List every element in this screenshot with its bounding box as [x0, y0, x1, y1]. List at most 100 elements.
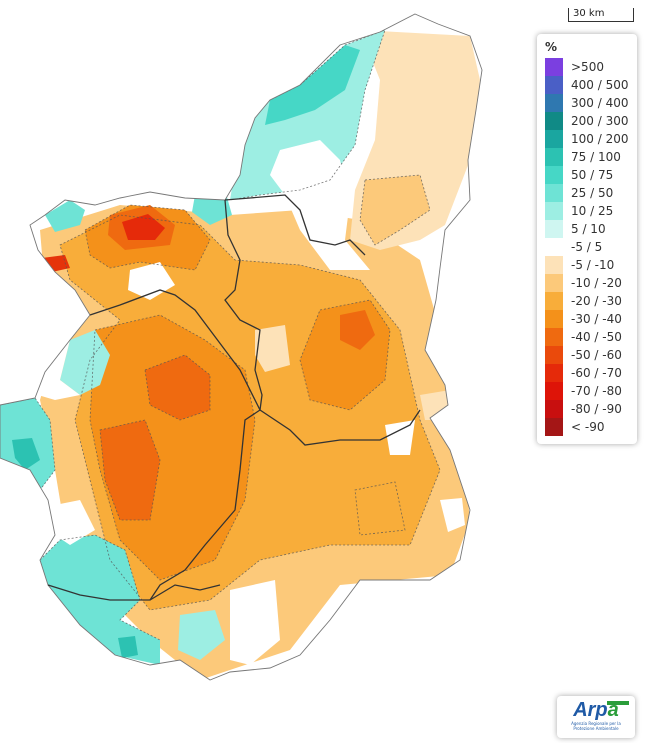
province-border-3	[89, 289, 261, 411]
zone-near-normal-southwest	[55, 500, 95, 545]
province-border-5	[259, 409, 421, 446]
legend-item: -10 / -20	[545, 274, 629, 292]
legend-label: 200 / 300	[571, 114, 629, 128]
legend-item: 200 / 300	[545, 112, 629, 130]
legend-label: -40 / -50	[571, 330, 622, 344]
zone-wet-far-nw	[45, 200, 85, 232]
legend-swatch	[545, 310, 563, 328]
province-border-2	[224, 199, 263, 411]
zone-near-normal-east	[385, 420, 415, 455]
legend-items: >500 400 / 500 300 / 400 200 / 300 100 / 200…	[545, 58, 629, 436]
legend-swatch	[545, 274, 563, 292]
legend-item: >500	[545, 58, 629, 76]
logo-subtitle: Agenzia Regionale per la Protezione Ambi…	[571, 721, 621, 731]
legend-item: < -90	[545, 418, 629, 436]
logo-ribbon	[607, 701, 629, 705]
legend-item: 400 / 500	[545, 76, 629, 94]
legend-label: 5 / 10	[571, 222, 606, 236]
logo-word: Arpa	[573, 699, 619, 721]
legend-label: >500	[571, 60, 604, 74]
province-border-1	[224, 194, 366, 256]
legend-label: < -90	[571, 420, 605, 434]
zone-wet-west-b	[60, 330, 110, 395]
zone-minus40-50	[145, 355, 210, 420]
legend-label: -5 / -10	[571, 258, 615, 272]
zone-minus40-50-c	[340, 310, 375, 350]
legend-item: -40 / -50	[545, 328, 629, 346]
zone-wet-north-b	[265, 45, 360, 125]
legend-label: 100 / 200	[571, 132, 629, 146]
legend-label: 25 / 50	[571, 186, 614, 200]
legend-item: 300 / 400	[545, 94, 629, 112]
legend-swatch	[545, 76, 563, 94]
legend-item: 10 / 25	[545, 202, 629, 220]
arpa-logo[interactable]: Arpa Agenzia Regionale per la Protezione…	[557, 696, 635, 738]
legend-swatch	[545, 220, 563, 238]
zone-minus60-70	[122, 214, 165, 240]
legend-label: -30 / -40	[571, 312, 622, 326]
legend-item: 75 / 100	[545, 148, 629, 166]
legend-item: -5 / 5	[545, 238, 629, 256]
province-border-6	[47, 584, 221, 601]
zone-minus10-20-ne	[360, 175, 430, 245]
legend-label: -50 / -60	[571, 348, 622, 362]
legend-label: -70 / -80	[571, 384, 622, 398]
legend-label: -20 / -30	[571, 294, 622, 308]
zone-minus5-10-east	[420, 390, 450, 420]
legend-swatch	[545, 256, 563, 274]
legend-swatch	[545, 94, 563, 112]
legend-label: -10 / -20	[571, 276, 622, 290]
legend-item: -70 / -80	[545, 382, 629, 400]
legend-item: 100 / 200	[545, 130, 629, 148]
legend-item: -5 / -10	[545, 256, 629, 274]
legend-swatch	[545, 292, 563, 310]
legend-label: 75 / 100	[571, 150, 621, 164]
legend-swatch	[545, 202, 563, 220]
zone-wet-south-core	[118, 636, 138, 658]
zone-minus5-10-center	[255, 325, 290, 372]
legend-title: %	[545, 40, 558, 54]
legend-item: -60 / -70	[545, 364, 629, 382]
legend-label: -80 / -90	[571, 402, 622, 416]
scale-bar: 30 km	[568, 8, 634, 22]
legend-item: -50 / -60	[545, 346, 629, 364]
zone-near-normal-west	[38, 340, 80, 400]
legend-panel: % >500 400 / 500 300 / 400 200 / 300 100 / 2…	[537, 34, 637, 444]
legend-swatch	[545, 112, 563, 130]
legend-item: 50 / 75	[545, 166, 629, 184]
zone-wet-south-b	[178, 610, 225, 660]
legend-item: -20 / -30	[545, 292, 629, 310]
legend-item: -30 / -40	[545, 310, 629, 328]
province-border-4	[149, 409, 261, 601]
region-boundary	[0, 13, 483, 681]
legend-item: 25 / 50	[545, 184, 629, 202]
legend-swatch	[545, 238, 563, 256]
legend-item: 5 / 10	[545, 220, 629, 238]
legend-label: 10 / 25	[571, 204, 614, 218]
legend-swatch	[545, 166, 563, 184]
legend-swatch	[545, 364, 563, 382]
legend-item: -80 / -90	[545, 400, 629, 418]
scale-label: 30 km	[573, 8, 605, 19]
zone-near-normal-south	[230, 580, 280, 665]
legend-label: -60 / -70	[571, 366, 622, 380]
legend-swatch	[545, 328, 563, 346]
zone-near-normal-se	[440, 498, 465, 532]
zone-wet-south	[40, 535, 160, 665]
legend-swatch	[545, 382, 563, 400]
legend-swatch	[545, 130, 563, 148]
legend-label: 50 / 75	[571, 168, 614, 182]
legend-swatch	[545, 184, 563, 202]
legend-swatch	[545, 346, 563, 364]
zone-wet-west-core	[12, 438, 40, 470]
legend-label: -5 / 5	[571, 240, 603, 254]
zone-near-normal-north	[270, 140, 370, 270]
legend-swatch	[545, 418, 563, 436]
legend-swatch	[545, 400, 563, 418]
legend-swatch	[545, 148, 563, 166]
legend-label: 300 / 400	[571, 96, 629, 110]
legend-label: 400 / 500	[571, 78, 629, 92]
legend-swatch	[545, 58, 563, 76]
zone-minus40-50-b	[100, 420, 160, 520]
